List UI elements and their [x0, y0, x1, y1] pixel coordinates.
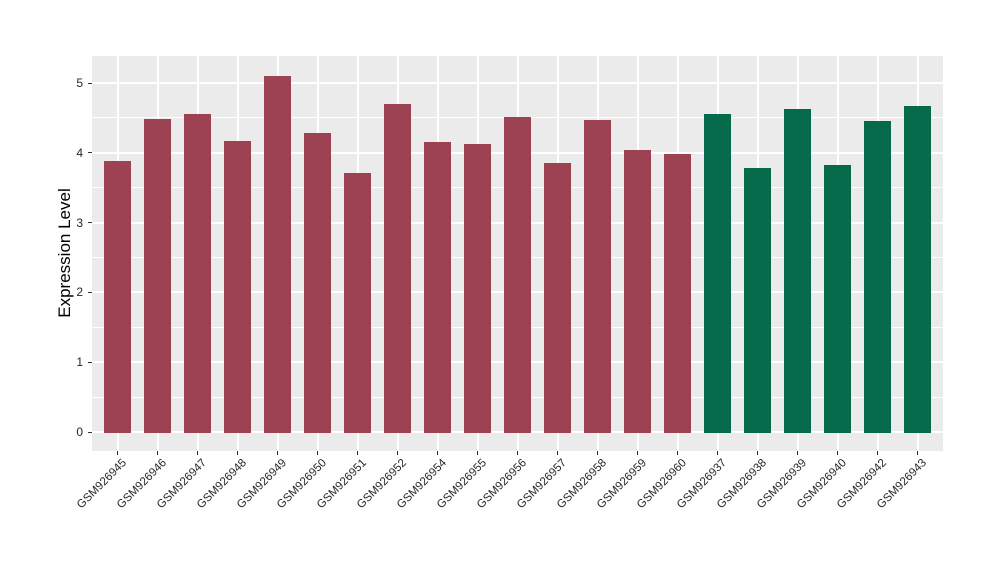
- x-tick-mark: [157, 451, 159, 455]
- x-tick-mark: [117, 451, 119, 455]
- y-tick-mark: [87, 361, 92, 363]
- x-tick-mark: [837, 451, 839, 455]
- bar-GSM926957: [543, 163, 572, 433]
- bar-GSM926938: [743, 168, 772, 433]
- y-tick-label: 2: [76, 285, 83, 300]
- y-tick-label: 5: [76, 76, 83, 90]
- bar-GSM926960: [663, 154, 692, 433]
- y-tick-mark: [87, 82, 92, 84]
- x-tick-mark: [677, 451, 679, 455]
- bar-GSM926956: [503, 117, 532, 433]
- bar-GSM926958: [583, 120, 612, 433]
- y-tick-mark: [87, 291, 92, 293]
- x-tick-mark: [437, 451, 439, 455]
- x-tick-mark: [557, 451, 559, 455]
- x-tick-mark: [597, 451, 599, 455]
- x-tick-mark: [397, 451, 399, 455]
- x-tick-mark: [197, 451, 199, 455]
- x-tick-mark: [877, 451, 879, 455]
- bar-GSM926946: [143, 119, 172, 433]
- bar-GSM926943: [903, 106, 932, 433]
- x-tick-mark: [797, 451, 799, 455]
- x-tick-mark: [637, 451, 639, 455]
- bar-GSM926939: [783, 109, 812, 433]
- bar-GSM926952: [383, 104, 412, 433]
- y-tick-mark: [87, 222, 92, 224]
- y-tick-label: 4: [76, 145, 83, 160]
- x-tick-mark: [277, 451, 279, 455]
- x-tick-mark: [317, 451, 319, 455]
- y-tick-label: 1: [76, 355, 83, 370]
- x-tick-mark: [717, 451, 719, 455]
- y-tick-label: 3: [76, 215, 83, 230]
- x-tick-mark: [917, 451, 919, 455]
- y-tick-mark: [87, 431, 92, 433]
- x-tick-mark: [477, 451, 479, 455]
- bar-GSM926945: [103, 161, 132, 433]
- bar-GSM926942: [863, 121, 892, 433]
- bar-GSM926948: [223, 141, 252, 433]
- bar-GSM926940: [823, 165, 852, 433]
- bar-GSM926954: [423, 142, 452, 433]
- x-tick-mark: [357, 451, 359, 455]
- bar-GSM926955: [463, 144, 492, 433]
- bar-GSM926949: [263, 76, 292, 433]
- x-tick-mark: [517, 451, 519, 455]
- plot-panel: [92, 56, 943, 451]
- bar-GSM926951: [343, 173, 372, 433]
- y-tick-mark: [87, 152, 92, 154]
- bar-GSM926950: [303, 133, 332, 433]
- bar-GSM926959: [623, 150, 652, 433]
- x-tick-mark: [757, 451, 759, 455]
- bar-GSM926937: [703, 114, 732, 433]
- y-tick-label: 0: [76, 425, 83, 439]
- bar-GSM926947: [183, 114, 212, 433]
- x-tick-mark: [237, 451, 239, 455]
